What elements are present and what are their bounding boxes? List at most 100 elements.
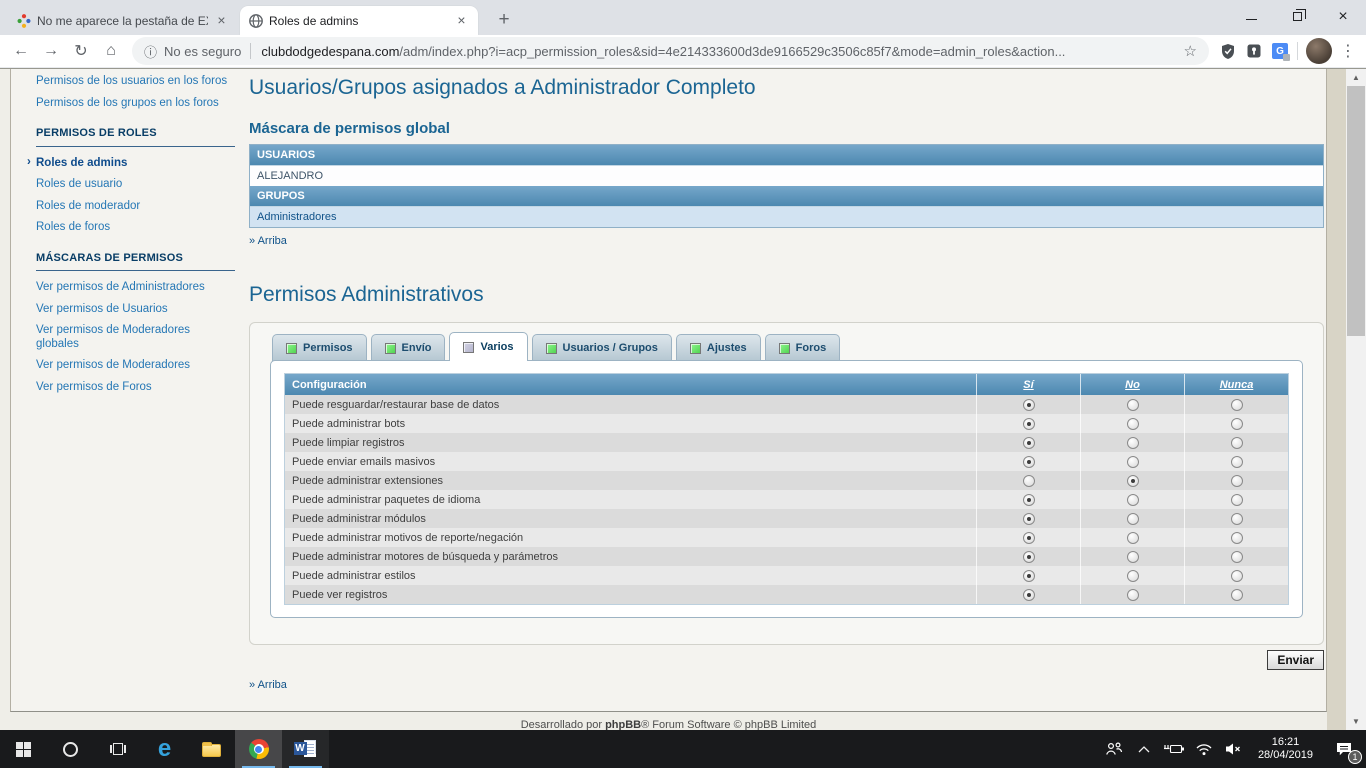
window-controls: × (1228, 0, 1366, 35)
radio-no[interactable] (1126, 417, 1139, 430)
close-button[interactable]: × (1338, 7, 1348, 25)
tab-close-icon[interactable]: × (217, 12, 226, 28)
radio-si[interactable] (1022, 474, 1035, 487)
footer-brand-link[interactable]: phpBB (605, 719, 642, 730)
extension-privacy-icon[interactable] (1241, 37, 1267, 65)
word-taskbar-button[interactable]: W (282, 730, 329, 768)
minimize-button[interactable] (1228, 0, 1274, 33)
radio-si[interactable] (1022, 455, 1035, 468)
tab-envio[interactable]: Envío (370, 334, 446, 361)
radio-nunca[interactable] (1230, 417, 1243, 430)
file-explorer-button[interactable] (188, 730, 235, 768)
scrollbar-thumb[interactable] (1347, 86, 1365, 336)
sidebar-item-ver-permisos-usuarios[interactable]: Ver permisos de Usuarios (36, 302, 168, 315)
scroll-down-icon[interactable]: ▼ (1352, 717, 1360, 726)
sidebar-item-ver-permisos-administradores[interactable]: Ver permisos de Administradores (36, 281, 205, 293)
radio-si[interactable] (1022, 550, 1035, 563)
radio-nunca[interactable] (1230, 531, 1243, 544)
home-icon[interactable]: ⌂ (106, 42, 116, 59)
col-header-si[interactable]: Sí (976, 374, 1080, 395)
radio-si[interactable] (1022, 569, 1035, 582)
radio-nunca[interactable] (1230, 588, 1243, 601)
radio-nunca[interactable] (1230, 569, 1243, 582)
reload-icon[interactable]: ↻ (74, 43, 88, 60)
clock[interactable]: 16:21 28/04/2019 (1249, 730, 1322, 768)
volume-button[interactable] (1219, 730, 1249, 768)
radio-no[interactable] (1126, 436, 1139, 449)
browser-menu-icon[interactable]: ⋮ (1340, 43, 1356, 60)
tab-ajustes[interactable]: Ajustes (675, 334, 761, 361)
tab-usuarios-grupos[interactable]: Usuarios / Grupos (531, 334, 672, 361)
radio-no[interactable] (1126, 588, 1139, 601)
radio-nunca[interactable] (1230, 398, 1243, 411)
chrome-taskbar-button[interactable] (235, 730, 282, 768)
tab-close-icon[interactable]: × (457, 12, 466, 28)
radio-nunca[interactable] (1230, 493, 1243, 506)
mask-group-row[interactable]: Administradores (250, 206, 1323, 227)
radio-no[interactable] (1126, 493, 1139, 506)
address-bar[interactable]: ⓘ No es seguro clubdodgedespana.com/adm/… (132, 37, 1209, 65)
radio-no[interactable] (1126, 512, 1139, 525)
sidebar-item-roles-de-moderador[interactable]: Roles de moderador (36, 199, 141, 212)
sidebar-item-ver-permisos-moderadores[interactable]: Ver permisos de Moderadores (36, 359, 191, 371)
perms-title: Permisos Administrativos (249, 283, 484, 306)
network-status-button[interactable] (1189, 730, 1219, 768)
page-viewport: Permisos de los usuarios en los foros Pe… (0, 68, 1366, 730)
arriba-link-bottom[interactable]: » Arriba (249, 679, 287, 691)
radio-no[interactable] (1126, 398, 1139, 411)
bookmark-star-icon[interactable]: ☆ (1183, 43, 1197, 60)
arriba-link-top[interactable]: » Arriba (249, 235, 287, 247)
edge-button[interactable]: e (141, 730, 188, 768)
sidebar-item-permisos-usuarios-foros[interactable]: Permisos de los usuarios en los foros (36, 75, 228, 87)
radio-si[interactable] (1022, 493, 1035, 506)
sidebar-item-ver-permisos-moderadores-globales[interactable]: Ver permisos de Moderadores globales (36, 324, 191, 350)
radio-no[interactable] (1126, 455, 1139, 468)
radio-si[interactable] (1022, 398, 1035, 411)
col-header-nunca[interactable]: Nunca (1184, 374, 1288, 395)
radio-si[interactable] (1022, 436, 1035, 449)
radio-no[interactable] (1126, 474, 1139, 487)
start-button[interactable] (0, 730, 47, 768)
sidebar-item-roles-de-foros[interactable]: Roles de foros (36, 221, 111, 233)
page-scrollbar[interactable]: ▲ ▼ (1346, 69, 1366, 730)
radio-no[interactable] (1126, 531, 1139, 544)
sidebar-item-roles-de-usuario[interactable]: Roles de usuario (36, 178, 123, 190)
enviar-button[interactable]: Enviar (1267, 650, 1324, 670)
col-header-no[interactable]: No (1080, 374, 1184, 395)
people-button[interactable] (1099, 730, 1129, 768)
tray-expand-button[interactable] (1129, 730, 1159, 768)
profile-avatar[interactable] (1306, 38, 1332, 64)
forward-icon[interactable]: → (43, 42, 59, 59)
extension-shield-icon[interactable] (1215, 37, 1241, 65)
radio-si[interactable] (1022, 417, 1035, 430)
radio-nunca[interactable] (1230, 474, 1243, 487)
radio-nunca[interactable] (1230, 550, 1243, 563)
browser-tab-2-active[interactable]: Roles de admins × (240, 6, 478, 35)
cortana-button[interactable] (47, 730, 94, 768)
scroll-up-icon[interactable]: ▲ (1352, 73, 1360, 82)
tab-foros[interactable]: Foros (764, 334, 841, 361)
task-view-button[interactable] (94, 730, 141, 768)
action-center-button[interactable]: 1 (1322, 730, 1366, 768)
tab-permisos[interactable]: Permisos (272, 334, 367, 361)
radio-si[interactable] (1022, 512, 1035, 525)
radio-si[interactable] (1022, 531, 1035, 544)
battery-status-button[interactable] (1159, 730, 1189, 768)
radio-nunca[interactable] (1230, 512, 1243, 525)
new-tab-button[interactable]: + (498, 9, 510, 30)
page-info-icon[interactable]: ⓘ (144, 44, 158, 60)
sidebar-item-roles-de-admins[interactable]: Roles de admins (27, 156, 235, 171)
radio-no[interactable] (1126, 550, 1139, 563)
tab-status-icon (545, 342, 557, 354)
tab-varios[interactable]: Varios (449, 332, 528, 361)
radio-no[interactable] (1126, 569, 1139, 582)
radio-nunca[interactable] (1230, 455, 1243, 468)
sidebar-item-permisos-grupos-foros[interactable]: Permisos de los grupos en los foros (36, 96, 219, 109)
sidebar-item-ver-permisos-foros[interactable]: Ver permisos de Foros (36, 380, 152, 393)
back-icon[interactable]: ← (13, 42, 29, 59)
browser-tab-1[interactable]: No me aparece la pestaña de EX × (8, 6, 238, 35)
radio-nunca[interactable] (1230, 436, 1243, 449)
radio-si[interactable] (1022, 588, 1035, 601)
extension-translate-icon[interactable]: G (1267, 37, 1293, 65)
restore-button[interactable] (1274, 0, 1320, 33)
